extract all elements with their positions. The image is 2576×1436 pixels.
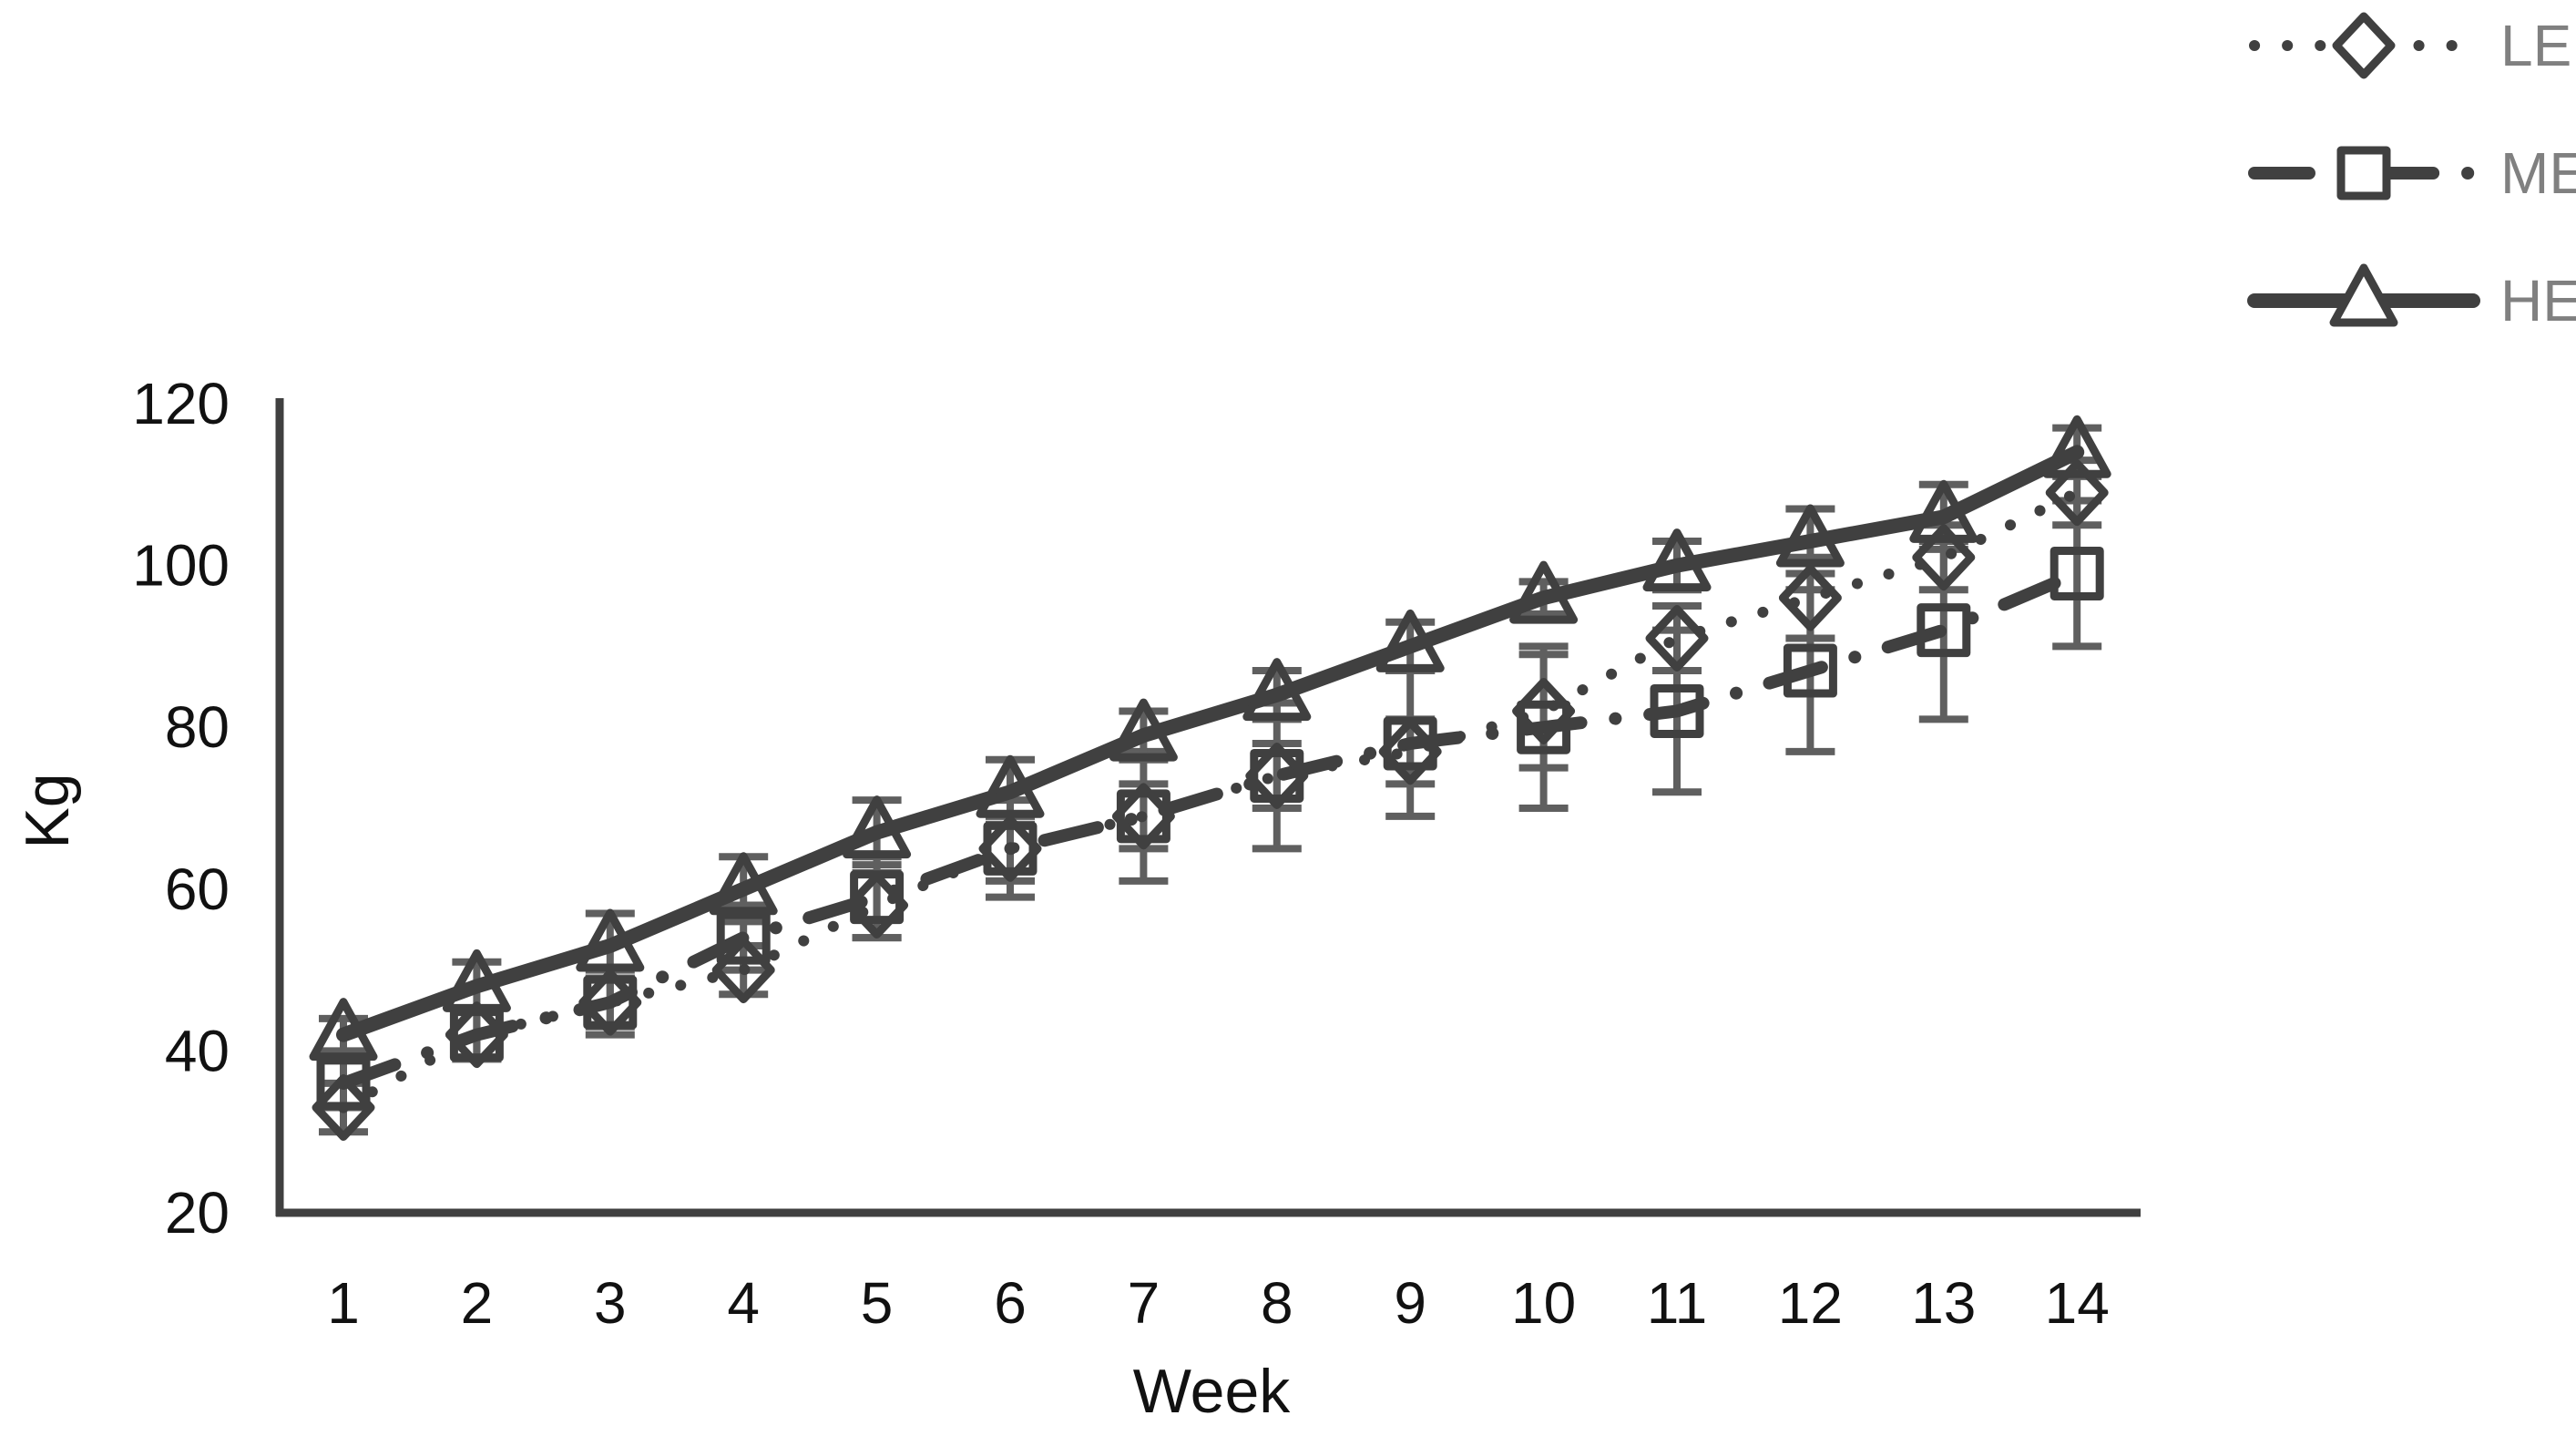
x-tick-label: 5 [861,1270,894,1336]
legend-item-he: HE [2247,263,2576,333]
diamond-marker-icon [2332,12,2396,79]
le-marker-diamond [578,969,642,1036]
he-marker-triangle [2042,415,2111,478]
me-marker-square [1250,748,1304,803]
x-tick-label: 2 [461,1270,494,1336]
he-marker-triangle [1775,504,1845,568]
y-tick-label: 100 [132,533,230,599]
le-marker-diamond [1378,718,1442,785]
he-marker-triangle [1375,609,1445,672]
me-marker-square [2050,546,2104,600]
y-tick-label: 80 [165,694,230,760]
he-marker-triangle [1642,528,1712,592]
y-tick-label: 20 [165,1180,230,1246]
he-marker-triangle [576,908,645,972]
he-marker-triangle [1509,560,1579,624]
axes-layer [275,398,2141,1217]
y-tick-label: 40 [165,1018,230,1083]
he-marker-triangle [1109,698,1178,762]
le-marker-diamond [445,1001,508,1069]
x-tick-label: 3 [594,1270,627,1336]
me-marker-square [1783,643,1837,698]
he-marker-triangle [442,949,511,1012]
le-marker-diamond [2045,459,2109,527]
le-marker-diamond [1912,524,1976,591]
me-marker-square [1383,716,1437,771]
he-marker-triangle [709,852,778,916]
he-marker-triangle [976,754,1045,818]
he-marker-triangle [1242,658,1312,722]
me-marker-square [850,870,905,925]
le-marker-diamond [1645,605,1709,672]
he-marker-triangle [843,795,912,859]
me-marker-square [983,821,1038,876]
triangle-marker-icon [2329,263,2398,327]
le-marker-diamond [1778,564,1842,631]
x-tick-label: 13 [1911,1270,1976,1336]
x-tick-label: 12 [1778,1270,1843,1336]
x-tick-label: 7 [1128,1270,1160,1336]
x-tick-label: 9 [1394,1270,1426,1336]
x-tick-label: 14 [2045,1270,2110,1336]
x-tick-label: 1 [327,1270,360,1336]
series-markers-layer [309,415,2111,1142]
x-axis-title: Week [1133,1357,1292,1426]
y-axis-title: Kg [13,773,82,848]
legend-item-me: ME [2248,140,2576,206]
me-marker-square [1917,603,1971,658]
square-marker-icon [2336,146,2391,200]
le-marker-diamond [312,1074,375,1142]
x-tick-label: 4 [727,1270,760,1336]
me-marker-square [1650,683,1704,738]
triangle-marker-icon [2329,263,2398,327]
me-marker-square [583,975,638,1030]
legend-label-he: HE [2500,268,2576,333]
le-marker-diamond [1111,783,1175,850]
x-tick-label: 8 [1261,1270,1293,1336]
x-tick-label: 11 [1647,1270,1707,1336]
diamond-marker-icon [2332,12,2396,79]
series-lines-layer [336,445,2085,1113]
le-marker-diamond [1245,742,1309,809]
me-marker-square [1517,700,1571,754]
y-tick-label: 120 [132,371,230,436]
me-marker-square [1116,789,1170,844]
le-marker-diamond [845,872,909,939]
he-series-line [336,445,2085,1042]
y-tick-label: 60 [165,856,230,922]
he-marker-triangle [1909,479,1978,543]
chart-legend: LE ME HE [2247,12,2576,333]
legend-label-le: LE [2500,13,2571,78]
x-tick-label: 6 [994,1270,1027,1336]
square-marker-icon [2336,146,2391,200]
he-marker-triangle [309,998,378,1062]
le-marker-diamond [978,815,1042,882]
legend-label-me: ME [2500,140,2576,206]
legend-item-le: LE [2249,12,2571,79]
x-tick-label: 10 [1511,1270,1576,1336]
